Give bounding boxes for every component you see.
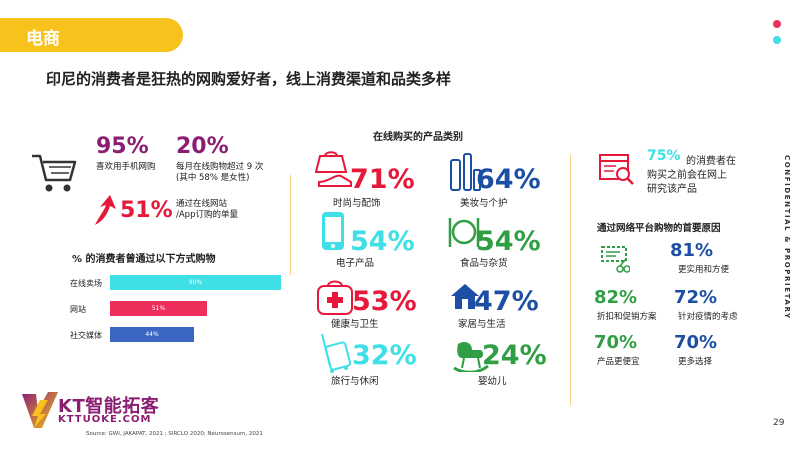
mobile-shopping-label: 喜欢用手机网购 (96, 162, 156, 172)
section-tab-label: 电商 (26, 29, 60, 49)
channel-bar: 90% (110, 275, 281, 290)
research-text-1: 的消费者在 (686, 156, 736, 167)
category-pct-food: 54% (476, 226, 541, 257)
category-pct-electronics: 54% (350, 226, 415, 257)
reason-pct-discount: 82% (594, 287, 638, 308)
pink-dot (773, 20, 781, 28)
research-pct: 75% (647, 148, 681, 164)
health-cross-icon (317, 280, 353, 315)
category-label-baby: 婴幼儿 (478, 376, 507, 387)
rocking-horse-icon (453, 342, 489, 372)
category-label-beauty: 美妆与个护 (460, 198, 508, 209)
cyan-dot (773, 36, 781, 44)
channel-bar: 51% (110, 301, 207, 316)
smartphone-icon (322, 212, 344, 250)
category-label-electronics: 电子产品 (336, 258, 375, 269)
up-arrow-icon (95, 195, 116, 225)
cosmetics-icon (450, 153, 481, 191)
category-label-home: 家居与生活 (458, 319, 506, 330)
channel-bar-chart: 在线卖场 90% 网站 51% 社交媒体 44% (70, 275, 300, 355)
divider-left (290, 175, 291, 275)
channel-bar-label: 社交媒体 (70, 331, 102, 340)
divider-right (570, 155, 571, 405)
source-note: Source: GWI, JAKAPAT, 2021 ; SIRCLO 2020… (86, 431, 263, 437)
logo-text: KT智能拓客 (58, 396, 160, 417)
channel-bar-label: 网站 (70, 305, 86, 314)
page-headline: 印尼的消费者是狂热的网购爱好者，线上消费渠道和品类多样 (46, 70, 452, 88)
category-label-travel: 旅行与休闲 (331, 376, 379, 387)
channel-bar: 44% (110, 327, 194, 342)
section-tab (0, 18, 183, 52)
channel-bar-label: 在线卖场 (70, 279, 102, 288)
logo-domain: KTTUOKE.COM (58, 414, 152, 425)
research-text-3: 研究该产品 (647, 184, 697, 195)
category-pct-travel: 32% (352, 340, 417, 371)
category-label-health: 健康与卫生 (331, 319, 379, 330)
reason-pct-pandemic: 72% (674, 287, 718, 308)
online-order-pct: 51% (120, 198, 173, 223)
online-order-label-1: 通过在线网站 (176, 199, 228, 209)
reason-label-cheaper: 产品更便宜 (597, 357, 640, 367)
page-number: 29 (773, 418, 785, 428)
online-order-label-2: /App订购的单量 (176, 210, 238, 220)
category-label-food: 食品与杂货 (460, 258, 508, 269)
confidential-side-text: CONFIDENTIAL & PROPRIETARY (783, 155, 791, 320)
monthly-shopping-pct: 20% (176, 134, 229, 159)
browser-search-icon (599, 154, 634, 185)
shopping-cart-icon (32, 154, 77, 192)
reason-pct-convenient: 81% (670, 240, 714, 261)
category-pct-health: 53% (352, 286, 417, 317)
reasons-title: 通过网络平台购物的首要原因 (597, 223, 721, 234)
reason-label-convenient: 更实用和方便 (678, 265, 730, 275)
reason-label-pandemic: 针对疫情的考虑 (678, 312, 738, 322)
category-pct-home: 47% (474, 286, 539, 317)
reason-label-discount: 折扣和促销方案 (597, 312, 657, 322)
house-icon (451, 284, 479, 309)
mobile-shopping-pct: 95% (96, 134, 149, 159)
channel-chart-title: % 的消费者曾通过以下方式购物 (72, 254, 216, 265)
reason-label-choice: 更多选择 (678, 357, 713, 367)
reason-pct-choice: 70% (674, 332, 718, 353)
plate-cutlery-icon (448, 218, 480, 247)
coupon-scissors-icon (601, 246, 630, 273)
category-label-fashion: 时尚与配饰 (333, 198, 381, 209)
reason-pct-cheaper: 70% (594, 332, 638, 353)
category-pct-baby: 24% (482, 340, 547, 371)
shoe-bag-icon (315, 151, 352, 187)
kt-logo-icon (22, 392, 58, 428)
research-text-2: 购买之前会在网上 (647, 170, 727, 181)
category-title: 在线购买的产品类别 (373, 132, 463, 143)
category-pct-fashion: 71% (350, 164, 415, 195)
monthly-shopping-label-1: 每月在线购物超过 9 次 (176, 162, 264, 172)
suitcase-icon (321, 333, 352, 373)
monthly-shopping-label-2: (其中 58% 是女性) (176, 173, 250, 183)
category-pct-beauty: 64% (476, 164, 541, 195)
